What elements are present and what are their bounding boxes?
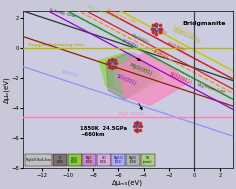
Text: SiO2(001): SiO2(001) [169,72,194,86]
FancyBboxPatch shape [53,154,67,166]
Y-axis label: Δμₒ(eV): Δμₒ(eV) [4,76,10,103]
FancyBboxPatch shape [68,154,82,166]
Text: MgO Freep. Line: MgO Freep. Line [106,9,136,25]
FancyBboxPatch shape [126,154,140,166]
Polygon shape [118,53,188,105]
Text: MgO2
(100): MgO2 (100) [129,156,137,164]
Text: Si Freep. Line: Si Freep. Line [49,9,75,19]
Text: SiO(001): SiO(001) [116,73,138,86]
Text: MgSiO3 Bulk Zone: MgSiO3 Bulk Zone [26,158,51,162]
Polygon shape [112,53,159,96]
Text: MgO
(001): MgO (001) [86,156,93,164]
Text: SiO2(001): SiO2(001) [167,42,186,53]
Polygon shape [99,53,163,96]
Text: O
(001): O (001) [56,156,64,164]
Text: O4
(pmm): O4 (pmm) [143,156,152,164]
Text: SiO(011): SiO(011) [61,70,79,78]
Text: O(001(100)): O(001(100)) [172,24,195,37]
Text: Bridgmanite: Bridgmanite [183,21,226,26]
Polygon shape [106,53,156,99]
FancyBboxPatch shape [141,154,155,166]
Text: (k001): (k001) [153,48,169,59]
Text: SiO
(001): SiO (001) [100,156,107,164]
Text: 1850K  24.5GPa
~660km: 1850K 24.5GPa ~660km [80,126,127,137]
Text: MgO-O
(011): MgO-O (011) [114,156,123,164]
Text: Oxygen Releasing Line: Oxygen Releasing Line [28,43,85,47]
Text: MgO(001): MgO(001) [129,63,153,77]
Text: MgO-(001II): MgO-(001II) [118,112,144,116]
FancyBboxPatch shape [97,154,111,166]
Text: Mg Freep. Line: Mg Freep. Line [197,83,226,94]
FancyBboxPatch shape [82,154,96,166]
Text: MgO(001): MgO(001) [131,33,151,44]
Text: SiO(001): SiO(001) [121,39,138,49]
FancyBboxPatch shape [111,154,125,166]
Text: (k001): (k001) [154,27,167,36]
Text: MgO Freep. Line2: MgO Freep. Line2 [87,4,120,21]
Text: O(001(100)): O(001(100)) [172,28,201,44]
Text: SiOQ
(001): SiOQ (001) [71,156,78,164]
FancyBboxPatch shape [25,154,52,166]
X-axis label: Δμₘ₅(eV): Δμₘ₅(eV) [112,179,143,186]
